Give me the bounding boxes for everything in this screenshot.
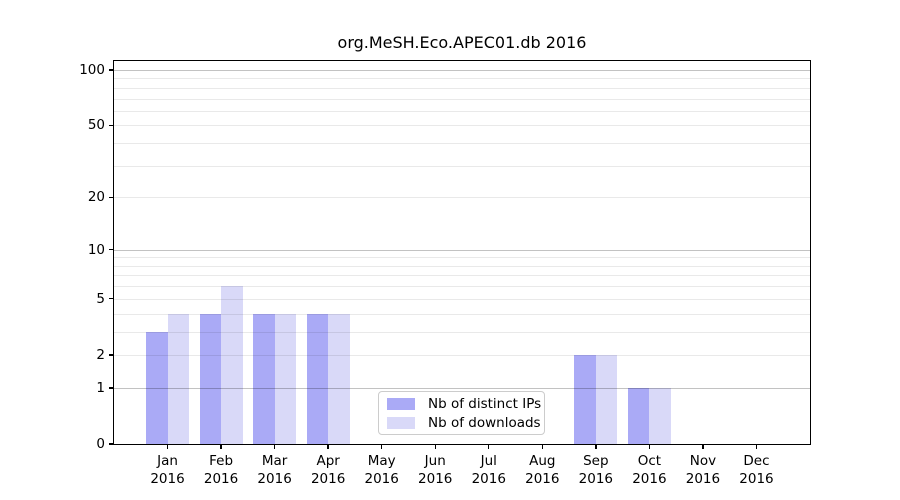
gridline-minor: [114, 110, 810, 112]
gridline-minor: [114, 165, 810, 167]
y-axis-tick: [109, 354, 113, 356]
x-axis-tick: [166, 445, 169, 449]
x-tick-label: Sep 2016: [578, 453, 614, 487]
gridline-minor: [114, 286, 810, 288]
legend-label-distinct-ips: Nb of distinct IPs: [428, 395, 542, 412]
gridline-minor: [114, 98, 810, 100]
y-tick-label: 1: [96, 379, 105, 396]
chart-title: org.MeSH.Eco.APEC01.db 2016: [337, 33, 587, 52]
y-axis-tick: [109, 298, 113, 300]
bar-downloads-mar: [274, 313, 297, 444]
y-axis-tick: [109, 443, 113, 445]
x-axis-tick: [327, 445, 329, 449]
legend-item-downloads: Nb of downloads: [379, 413, 544, 432]
x-tick-label: Apr 2016: [310, 453, 346, 487]
x-axis-tick: [595, 445, 597, 449]
x-axis-tick: [380, 445, 383, 449]
y-tick-label: 100: [79, 62, 105, 78]
x-axis-tick: [434, 445, 436, 449]
bar-distinct-ips-mar: [253, 313, 275, 444]
bar-distinct-ips-feb: [199, 313, 222, 444]
legend-swatch-downloads: [387, 416, 415, 429]
y-tick-label: 5: [96, 290, 105, 307]
gridline-minor: [114, 197, 810, 199]
bar-distinct-ips-jan: [146, 331, 168, 444]
x-tick-label: Aug 2016: [525, 453, 560, 487]
bar-downloads-sep: [595, 354, 618, 444]
legend: Nb of distinct IPs Nb of downloads: [378, 391, 545, 435]
gridline-minor: [114, 275, 810, 277]
y-axis-tick: [109, 69, 113, 71]
bar-downloads-oct: [649, 387, 671, 444]
x-axis-tick: [273, 445, 276, 449]
gridline-minor: [114, 257, 810, 259]
bar-distinct-ips-apr: [306, 313, 329, 444]
y-tick-label: 20: [87, 189, 105, 206]
legend-label-downloads: Nb of downloads: [428, 414, 541, 431]
y-tick-label: 10: [87, 241, 105, 258]
gridline-minor: [114, 265, 810, 267]
x-tick-label: Jul 2016: [471, 453, 506, 487]
x-tick-label: Jan 2016: [150, 453, 185, 487]
y-axis-tick: [109, 387, 113, 389]
x-tick-label: Jun 2016: [418, 453, 453, 487]
y-tick-label: 50: [87, 117, 105, 134]
x-axis-tick: [702, 445, 704, 449]
x-tick-label: Mar 2016: [257, 453, 292, 487]
bar-distinct-ips-sep: [574, 354, 596, 444]
gridline-minor: [114, 87, 810, 89]
gridline-minor: [114, 143, 810, 145]
plot-area: Nb of distinct IPs Nb of downloads: [113, 60, 811, 445]
x-axis-tick: [648, 445, 651, 449]
gridline-minor: [114, 78, 810, 80]
gridline-major: [114, 249, 810, 251]
x-tick-label: Oct 2016: [632, 453, 667, 487]
x-tick-label: May 2016: [364, 453, 399, 487]
legend-item-distinct-ips: Nb of distinct IPs: [379, 394, 544, 413]
gridline-major: [114, 70, 810, 71]
y-axis-tick: [109, 196, 113, 198]
bar-downloads-feb: [221, 286, 243, 444]
bar-distinct-ips-oct: [627, 387, 650, 444]
x-axis-tick: [220, 445, 222, 449]
y-tick-label: 0: [96, 436, 105, 452]
x-tick-label: Feb 2016: [203, 453, 239, 487]
y-axis-tick: [109, 124, 113, 127]
x-tick-label: Dec 2016: [739, 453, 774, 487]
bar-downloads-apr: [328, 313, 350, 444]
bar-downloads-jan: [167, 313, 190, 444]
y-tick-label: 2: [96, 346, 105, 363]
gridline-minor: [114, 125, 810, 127]
x-tick-label: Nov 2016: [685, 453, 721, 487]
legend-swatch-distinct-ips: [387, 397, 415, 410]
gridline-minor: [114, 298, 810, 300]
x-axis-tick: [755, 445, 758, 449]
x-axis-tick: [541, 445, 543, 449]
x-axis-tick: [488, 445, 490, 449]
y-axis-tick: [109, 248, 113, 251]
